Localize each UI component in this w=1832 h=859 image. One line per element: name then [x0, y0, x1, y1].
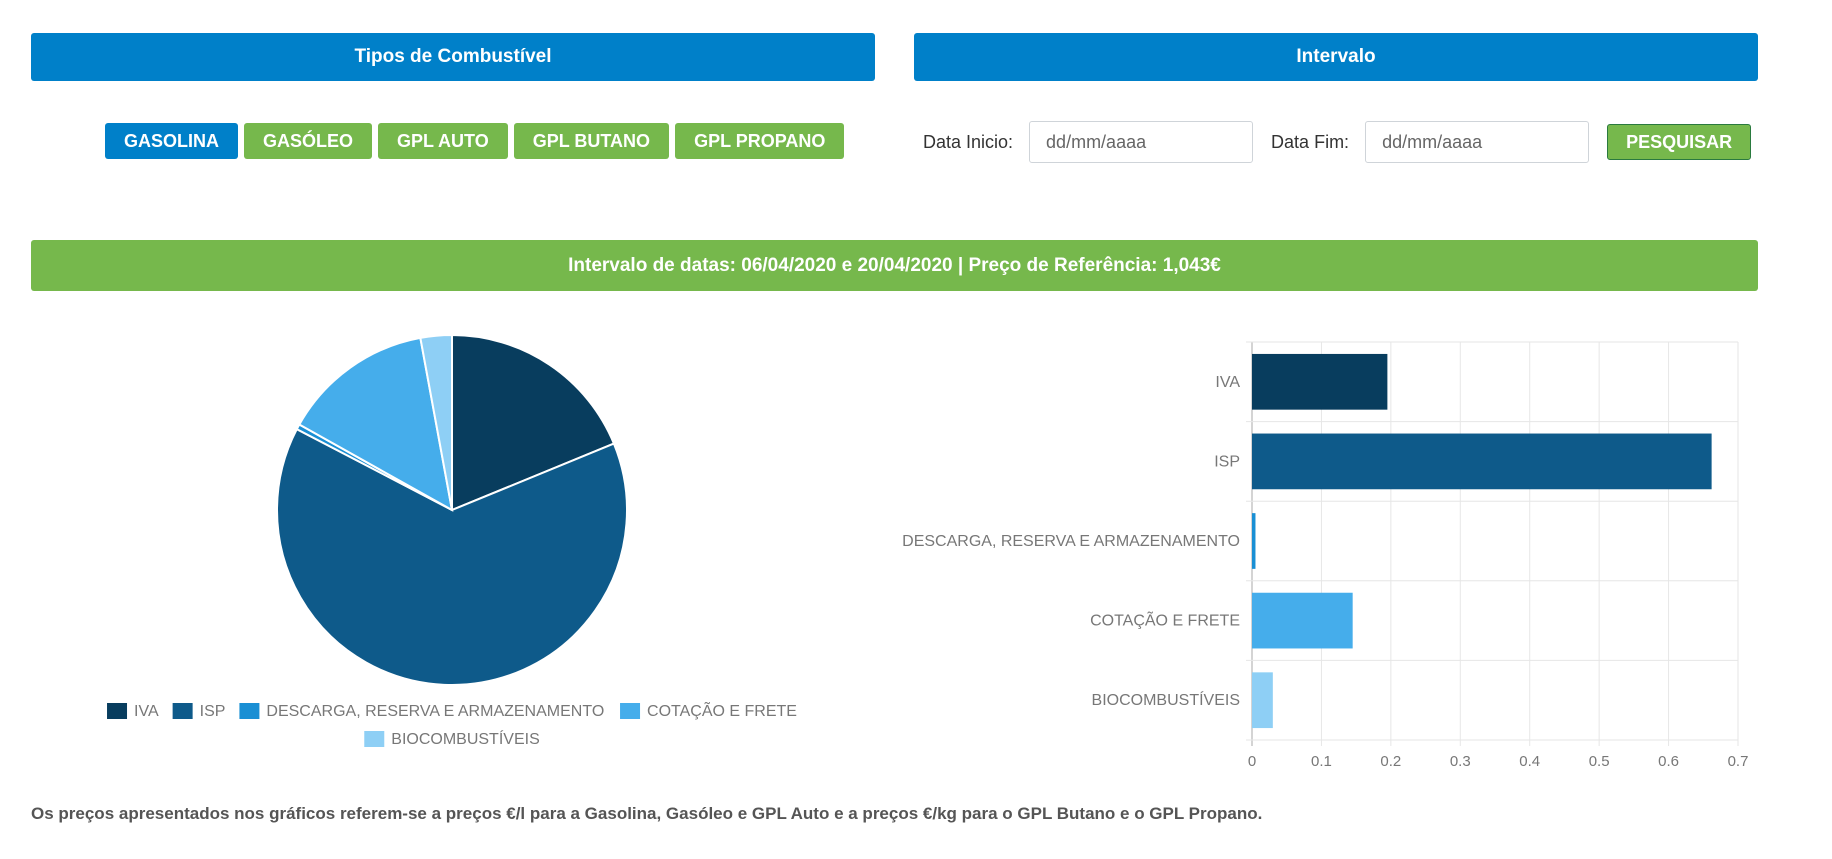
- fuel-type-buttons: GASOLINA GASÓLEO GPL AUTO GPL BUTANO GPL…: [105, 123, 845, 159]
- pie-legend-label-iva: IVA: [134, 703, 159, 720]
- bar-iva: [1252, 353, 1388, 410]
- fuel-button-gasolina[interactable]: GASOLINA: [105, 123, 239, 159]
- fuel-types-header: Tipos de Combustível: [31, 33, 875, 81]
- search-button[interactable]: PESQUISAR: [1607, 124, 1752, 160]
- pie-slice-iva: [451, 333, 616, 512]
- pie-legend-label-biocombustiveis: BIOCOMBUSTÍVEIS: [391, 729, 539, 748]
- pie-legend-item-cotacao-e-frete: COTAÇÃO E FRETE: [620, 700, 797, 720]
- bar-cotacao-e-frete: [1252, 592, 1353, 649]
- bar-category-label-descarga-reserva-e-armazenamento: DESCARGA, RESERVA E ARMAZENAMENTO: [902, 533, 1240, 550]
- bar-x-tick-label: 0.5: [1589, 753, 1610, 770]
- end-date-label: Data Fim:: [1271, 131, 1350, 152]
- price-breakdown-pie-chart: IVA ISP DESCARGA, RESERVA E ARMAZENAMENTO C…: [107, 333, 797, 748]
- fuel-button-gasoleo[interactable]: GASÓLEO: [244, 123, 373, 159]
- fuel-button-gpl-butano[interactable]: GPL BUTANO: [513, 123, 670, 159]
- bar-x-tick-label: 0.3: [1450, 753, 1471, 770]
- bar-x-tick-label: 0.4: [1519, 753, 1540, 770]
- start-date-label: Data Inicio:: [923, 131, 1014, 152]
- bar-category-label-iva: IVA: [1215, 374, 1240, 391]
- bar-category-label-biocombustiveis: BIOCOMBUSTÍVEIS: [1092, 690, 1240, 709]
- bar-isp: [1252, 433, 1712, 490]
- date-filter: Data Inicio: Data Fim: PESQUISAR: [923, 121, 1752, 163]
- bar-x-tick-label: 0.7: [1728, 753, 1749, 770]
- bar-category-label-isp: ISP: [1214, 453, 1240, 470]
- pie-slice-biocombustiveis: [419, 333, 453, 511]
- fuel-button-gpl-propano[interactable]: GPL PROPANO: [675, 123, 845, 159]
- pie-legend-swatch-iva: [107, 703, 128, 719]
- end-date-input[interactable]: [1365, 121, 1590, 163]
- pie-slice-isp: [276, 427, 628, 686]
- bar-x-tick-label: 0.2: [1380, 753, 1401, 770]
- pie-legend-item-iva: IVA: [107, 703, 159, 720]
- price-units-footnote: Os preços apresentados nos gráficos refe…: [31, 804, 1263, 823]
- pie-legend-item-isp: ISP: [172, 703, 226, 720]
- pie-legend-item-biocombustiveis: BIOCOMBUSTÍVEIS: [364, 729, 540, 748]
- bar-x-tick-label: 0.6: [1658, 753, 1679, 770]
- pie-legend-label-isp: ISP: [200, 703, 226, 720]
- pie-legend-label-descarga-reserva-e-armazenamento: DESCARGA, RESERVA E ARMAZENAMENTO: [266, 703, 604, 720]
- fuel-button-gpl-auto[interactable]: GPL AUTO: [378, 123, 508, 159]
- pie-legend-item-descarga-reserva-e-armazenamento: DESCARGA, RESERVA E ARMAZENAMENTO: [239, 703, 604, 720]
- bar-descarga-reserva-e-armazenamento: [1252, 513, 1256, 569]
- pie-legend-swatch-biocombustiveis: [364, 731, 385, 747]
- start-date-input[interactable]: [1029, 121, 1254, 163]
- pie-legend-swatch-isp: [172, 703, 193, 719]
- date-range-banner: Intervalo de datas: 06/04/2020 e 20/04/2…: [31, 240, 1758, 291]
- price-breakdown-bar-chart: 0 0.1 0.2 0.3 0.4 0.5 0.6 0.7 IVA ISP DESCARGA, RE…: [902, 341, 1749, 770]
- bar-x-tick-label: 0: [1248, 753, 1256, 770]
- interval-header: Intervalo: [914, 33, 1758, 81]
- pie-slice-cotacao-e-frete: [297, 336, 454, 512]
- bar-x-tick-label: 0.1: [1311, 753, 1332, 770]
- bar-biocombustiveis: [1252, 672, 1273, 729]
- bar-category-label-cotacao-e-frete: COTAÇÃO E FRETE: [1090, 610, 1240, 630]
- pie-legend-label-cotacao-e-frete: COTAÇÃO E FRETE: [647, 700, 797, 720]
- pie-legend-swatch-cotacao-e-frete: [620, 703, 641, 719]
- pie-legend-swatch-descarga-reserva-e-armazenamento: [239, 703, 260, 719]
